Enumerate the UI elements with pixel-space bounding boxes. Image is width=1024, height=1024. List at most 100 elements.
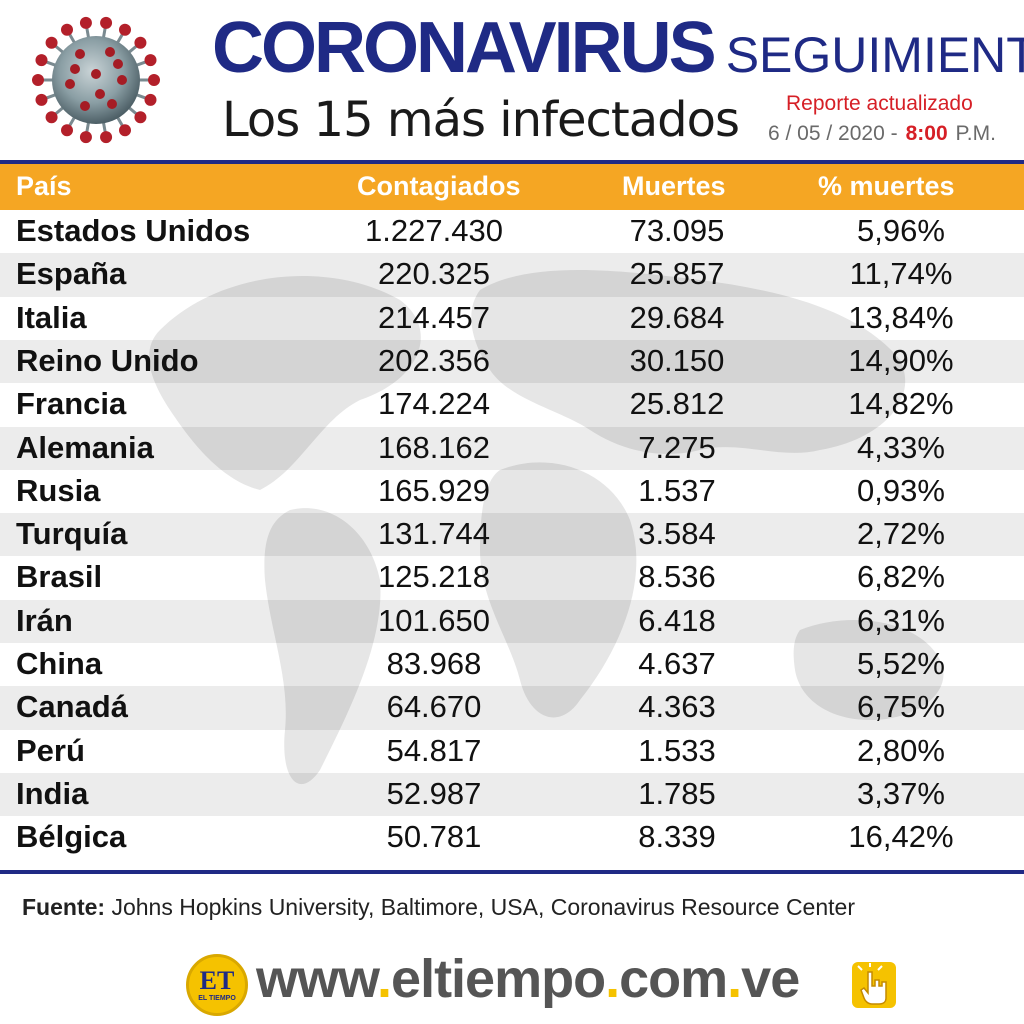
table-row: Canadá 64.670 4.363 6,75%	[0, 686, 1024, 730]
infected-cell: 83.968	[386, 646, 482, 681]
infected-cell: 174.224	[377, 386, 491, 422]
report-label: Reporte actualizado	[786, 92, 973, 115]
table-row: Italia 214.457 29.684 13,84%	[0, 297, 1024, 340]
report-date: 6 / 05 / 2020 - 8:00 P.M.	[768, 122, 996, 146]
source-note: Fuente: Johns Hopkins University, Baltim…	[22, 894, 855, 921]
hand-pointer-icon	[852, 962, 896, 1008]
country-cell: Irán	[16, 602, 73, 638]
url-part: ve	[741, 949, 800, 1009]
table-row: India 52.987 1.785 3,37%	[0, 772, 1024, 817]
death-pct-cell: 14,82%	[848, 386, 954, 422]
deaths-cell: 73.095	[629, 213, 725, 248]
deaths-cell: 8.339	[638, 819, 716, 855]
country-cell: España	[16, 256, 127, 292]
column-header-death-pct: % muertes	[818, 171, 955, 201]
death-pct-cell: 13,84%	[848, 299, 954, 335]
death-pct-cell: 11,74%	[849, 256, 953, 292]
table-row: China 83.968 4.637 5,52%	[0, 643, 1024, 686]
deaths-cell: 4.637	[638, 646, 716, 681]
infected-cell: 64.670	[386, 689, 482, 725]
country-cell: China	[16, 646, 103, 681]
table-row: Brasil 125.218 8.536 6,82%	[0, 556, 1024, 599]
source-text: Johns Hopkins University, Baltimore, USA…	[111, 894, 855, 920]
infected-cell: 131.744	[377, 516, 491, 552]
country-cell: Canadá	[16, 689, 128, 725]
top-divider	[0, 160, 1024, 164]
report-time: 8:00	[905, 122, 948, 145]
page-subtitle: Los 15 más infectados	[222, 92, 740, 148]
deaths-cell: 30.150	[629, 342, 725, 378]
data-table: Estados Unidos 1.227.430 73.095 5,96% España…	[0, 210, 1024, 860]
infected-cell: 101.650	[377, 602, 491, 638]
report-ampm: P.M.	[955, 122, 996, 145]
url-part: www	[256, 949, 378, 1009]
deaths-cell: 8.536	[638, 559, 716, 595]
logo-text: ET	[199, 966, 235, 995]
report-date-value: 6 / 05 / 2020 -	[768, 122, 898, 145]
deaths-cell: 1.537	[638, 472, 716, 508]
deaths-cell: 29.684	[629, 299, 725, 335]
coronavirus-icon	[32, 16, 160, 144]
infected-cell: 54.817	[386, 732, 482, 768]
country-cell: Francia	[16, 386, 127, 422]
country-cell: Alemania	[16, 429, 154, 465]
death-pct-cell: 2,72%	[857, 516, 945, 552]
deaths-cell: 3.584	[638, 516, 716, 552]
infected-cell: 214.457	[377, 299, 491, 335]
deaths-cell: 1.533	[638, 732, 716, 768]
infected-cell: 165.929	[377, 472, 491, 508]
url-part: com	[619, 949, 728, 1009]
death-pct-cell: 4,33%	[857, 429, 945, 465]
footer: ET EL TIEMPO www.eltiempo.com.ve	[0, 946, 1024, 1016]
deaths-cell: 1.785	[638, 775, 716, 811]
death-pct-cell: 5,96%	[857, 213, 945, 248]
page-title: Coronavirusseguimiento	[212, 4, 1024, 92]
table-row: Turquía 131.744 3.584 2,72%	[0, 513, 1024, 557]
infected-cell: 1.227.430	[365, 213, 503, 248]
world-map-watermark	[149, 270, 944, 785]
table-row: Estados Unidos 1.227.430 73.095 5,96%	[0, 210, 1024, 253]
column-header-infected: Contagiados	[357, 171, 521, 201]
deaths-cell: 4.363	[638, 689, 716, 725]
infected-cell: 202.356	[377, 342, 491, 378]
country-cell: Bélgica	[16, 819, 127, 855]
url-dot: .	[605, 949, 620, 1009]
death-pct-cell: 2,80%	[857, 732, 945, 768]
death-pct-cell: 6,82%	[857, 559, 945, 595]
country-cell: Perú	[16, 732, 85, 768]
country-cell: Brasil	[16, 559, 103, 595]
country-cell: Turquía	[16, 516, 128, 552]
death-pct-cell: 0,93%	[857, 472, 945, 508]
infected-cell: 125.218	[377, 559, 491, 595]
url-part: eltiempo	[391, 949, 606, 1009]
logo-subtext: EL TIEMPO	[198, 995, 236, 1002]
title-seguimiento: seguimiento	[725, 27, 1024, 83]
table-row: España 220.325 25.857 11,74%	[0, 253, 1024, 297]
website-link[interactable]: www.eltiempo.com.ve	[256, 948, 800, 1010]
header: Coronavirusseguimiento Los 15 más infect…	[0, 0, 1024, 160]
table-row: Perú 54.817 1.533 2,80%	[0, 730, 1024, 773]
country-cell: Estados Unidos	[16, 213, 251, 248]
death-pct-cell: 16,42%	[848, 819, 954, 855]
death-pct-cell: 3,37%	[857, 775, 945, 811]
infected-cell: 220.325	[377, 256, 491, 292]
source-label: Fuente:	[22, 894, 106, 920]
deaths-cell: 6.418	[638, 602, 716, 638]
death-pct-cell: 6,31%	[857, 602, 945, 638]
deaths-cell: 25.857	[629, 256, 725, 292]
death-pct-cell: 6,75%	[857, 689, 945, 725]
death-pct-cell: 5,52%	[857, 646, 945, 681]
country-cell: Rusia	[16, 472, 101, 508]
infected-cell: 168.162	[377, 429, 491, 465]
table-row: Francia 174.224 25.812 14,82%	[0, 383, 1024, 426]
deaths-cell: 7.275	[638, 429, 716, 465]
column-header-country: País	[16, 171, 72, 201]
eltiempo-logo: ET EL TIEMPO	[186, 954, 248, 1016]
table-row: Reino Unido 202.356 30.150 14,90%	[0, 339, 1024, 384]
table-header: País Contagiados Muertes % muertes	[0, 164, 1024, 210]
country-cell: Italia	[16, 299, 87, 335]
table-row: Irán 101.650 6.418 6,31%	[0, 599, 1024, 643]
bottom-divider	[0, 870, 1024, 874]
table-row: Alemania 168.162 7.275 4,33%	[0, 426, 1024, 470]
infected-cell: 50.781	[386, 819, 482, 855]
